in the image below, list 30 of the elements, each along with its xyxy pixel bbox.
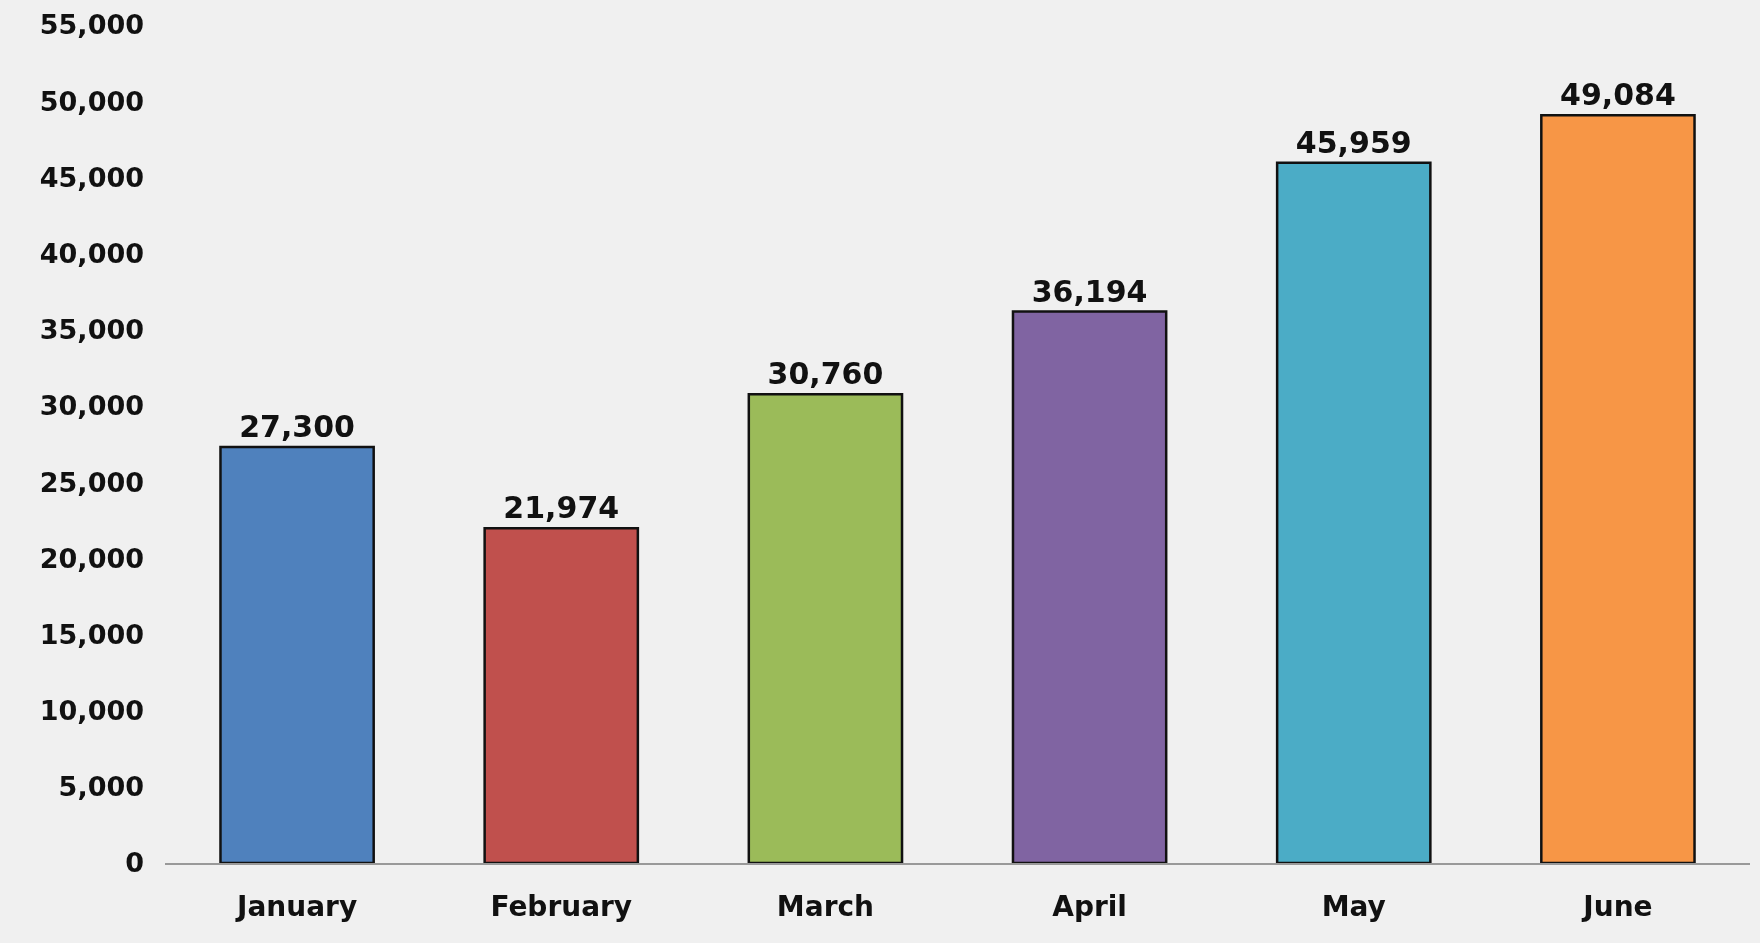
data-label: 36,194 <box>1031 273 1148 309</box>
x-tick-label: May <box>1321 890 1386 924</box>
y-tick-label: 5,000 <box>58 771 144 803</box>
data-label: 45,959 <box>1295 124 1412 160</box>
y-tick-label: 25,000 <box>39 466 144 498</box>
y-tick-label: 20,000 <box>39 542 144 574</box>
data-label: 27,300 <box>239 409 355 445</box>
y-tick-label: 45,000 <box>39 161 144 193</box>
y-tick-label: 50,000 <box>39 85 144 117</box>
bar <box>1275 161 1432 863</box>
x-tick-label: April <box>1052 890 1127 924</box>
x-tick-label: March <box>776 890 874 924</box>
bar <box>219 445 375 863</box>
y-tick-label: 15,000 <box>39 618 144 650</box>
data-label: 30,760 <box>767 356 884 392</box>
data-label: 49,084 <box>1560 77 1676 113</box>
bar <box>1540 113 1696 863</box>
x-tick-label: January <box>235 890 358 924</box>
y-tick-label: 30,000 <box>39 390 144 422</box>
x-tick-label: February <box>490 890 633 924</box>
bar <box>1011 310 1168 863</box>
y-tick-label: 55,000 <box>39 9 144 41</box>
y-tick-label: 10,000 <box>39 695 144 727</box>
y-tick-label: 0 <box>125 847 144 879</box>
data-label: 21,974 <box>503 490 620 526</box>
y-tick-label: 40,000 <box>39 238 144 269</box>
bar <box>483 526 640 863</box>
y-tick-label: 35,000 <box>39 314 144 346</box>
x-tick-label: June <box>1581 890 1653 924</box>
bar <box>747 393 904 863</box>
